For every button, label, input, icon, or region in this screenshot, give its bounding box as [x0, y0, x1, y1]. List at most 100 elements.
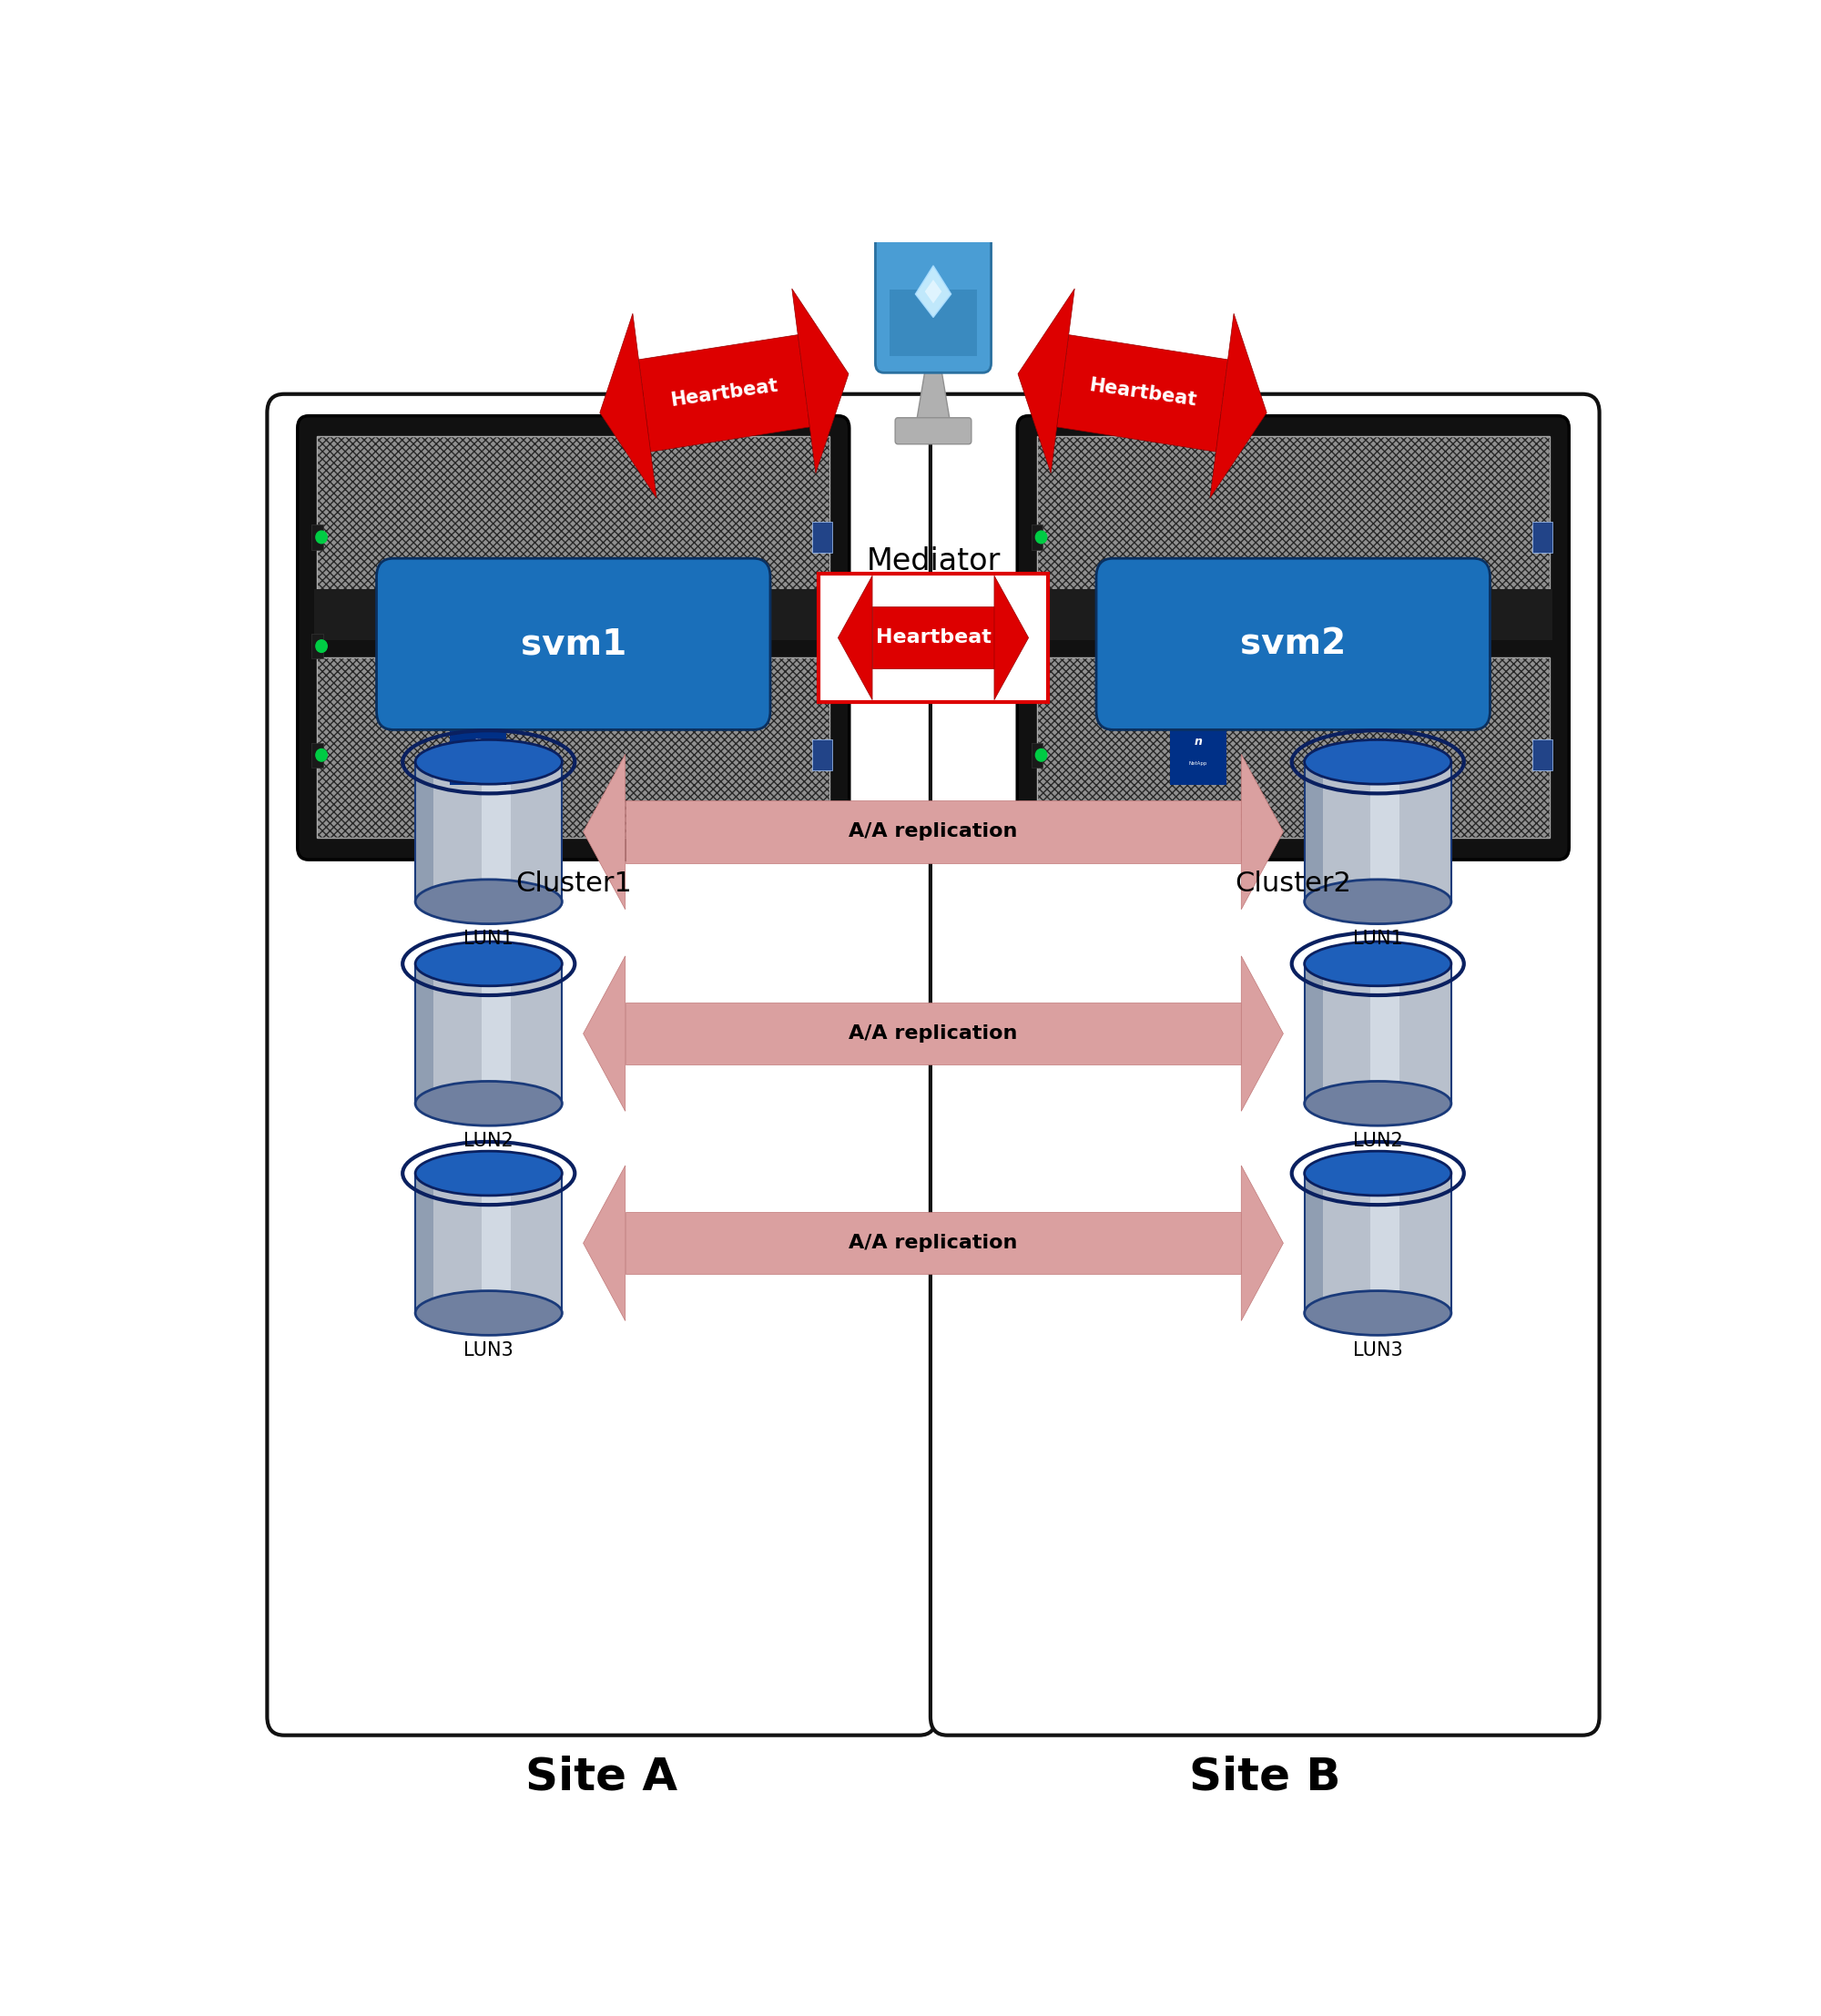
- Polygon shape: [916, 266, 951, 317]
- Ellipse shape: [1304, 1290, 1451, 1335]
- Circle shape: [1036, 748, 1047, 762]
- Bar: [1036, 437, 1550, 617]
- Polygon shape: [639, 335, 810, 452]
- Bar: [415, 1173, 433, 1312]
- Bar: [415, 762, 433, 901]
- Text: Cluster2: Cluster2: [1235, 871, 1351, 897]
- FancyBboxPatch shape: [931, 393, 1599, 1736]
- Bar: [1031, 742, 1043, 768]
- Bar: [415, 964, 563, 1103]
- Text: Cluster1: Cluster1: [515, 871, 632, 897]
- Bar: [311, 524, 322, 550]
- Circle shape: [315, 530, 328, 544]
- Text: LUN3: LUN3: [1353, 1341, 1402, 1359]
- FancyBboxPatch shape: [1096, 558, 1490, 730]
- Text: svm1: svm1: [521, 627, 626, 661]
- Ellipse shape: [1304, 941, 1451, 986]
- Bar: [311, 633, 322, 659]
- Polygon shape: [583, 956, 625, 1111]
- Bar: [1304, 762, 1322, 901]
- Text: NetApp: NetApp: [468, 627, 488, 633]
- Polygon shape: [625, 1002, 1242, 1064]
- Bar: [1304, 1173, 1451, 1312]
- Bar: [1031, 524, 1043, 550]
- FancyBboxPatch shape: [876, 206, 991, 373]
- Circle shape: [1036, 530, 1047, 544]
- Polygon shape: [625, 1212, 1242, 1274]
- Polygon shape: [994, 577, 1029, 700]
- Bar: [481, 762, 510, 901]
- Bar: [812, 522, 832, 552]
- Bar: [1036, 437, 1550, 617]
- Text: Site B: Site B: [1189, 1756, 1340, 1798]
- FancyBboxPatch shape: [450, 714, 506, 784]
- Bar: [315, 589, 832, 639]
- Bar: [415, 762, 563, 901]
- Ellipse shape: [1304, 1151, 1451, 1195]
- Text: A/A replication: A/A replication: [849, 1234, 1018, 1252]
- Text: Site A: Site A: [526, 1756, 677, 1798]
- FancyBboxPatch shape: [818, 573, 1049, 702]
- Polygon shape: [1209, 312, 1267, 498]
- Bar: [317, 657, 830, 839]
- Polygon shape: [792, 288, 849, 474]
- Polygon shape: [1056, 335, 1227, 452]
- Polygon shape: [872, 607, 994, 669]
- Text: NetApp: NetApp: [468, 762, 488, 766]
- Ellipse shape: [415, 1151, 563, 1195]
- Text: A/A replication: A/A replication: [849, 823, 1018, 841]
- Polygon shape: [625, 800, 1242, 863]
- Text: LUN3: LUN3: [464, 1341, 514, 1359]
- Bar: [1531, 522, 1551, 552]
- Ellipse shape: [415, 1290, 563, 1335]
- Bar: [1036, 657, 1550, 839]
- Ellipse shape: [1304, 879, 1451, 923]
- Bar: [1304, 964, 1451, 1103]
- Bar: [317, 437, 830, 617]
- Ellipse shape: [415, 879, 563, 923]
- Text: n: n: [473, 603, 483, 615]
- Text: LUN2: LUN2: [464, 1131, 514, 1149]
- Bar: [1371, 762, 1400, 901]
- FancyBboxPatch shape: [889, 290, 978, 357]
- Ellipse shape: [415, 740, 563, 784]
- Bar: [1031, 633, 1043, 659]
- Polygon shape: [838, 577, 872, 700]
- Text: Heartbeat: Heartbeat: [1087, 377, 1198, 409]
- Polygon shape: [583, 754, 625, 909]
- Bar: [1371, 1173, 1400, 1312]
- Circle shape: [315, 748, 328, 762]
- Polygon shape: [1242, 956, 1284, 1111]
- Text: NetApp: NetApp: [1189, 762, 1207, 766]
- FancyBboxPatch shape: [1169, 581, 1226, 651]
- Polygon shape: [1018, 288, 1074, 474]
- Bar: [317, 657, 830, 839]
- Text: Heartbeat: Heartbeat: [668, 377, 779, 409]
- Bar: [415, 1173, 563, 1312]
- Bar: [1304, 964, 1322, 1103]
- Text: Mediator: Mediator: [867, 546, 1000, 577]
- Text: LUN1: LUN1: [1353, 929, 1402, 948]
- Bar: [317, 657, 830, 839]
- Polygon shape: [916, 363, 951, 423]
- FancyBboxPatch shape: [377, 558, 770, 730]
- Polygon shape: [583, 1165, 625, 1320]
- Text: n: n: [1195, 603, 1202, 615]
- Text: svm2: svm2: [1240, 627, 1346, 661]
- Bar: [415, 964, 433, 1103]
- FancyBboxPatch shape: [297, 415, 849, 859]
- Bar: [317, 437, 830, 617]
- Bar: [317, 437, 830, 617]
- Bar: [1034, 589, 1551, 639]
- Ellipse shape: [415, 1081, 563, 1125]
- Bar: [812, 740, 832, 770]
- Bar: [1531, 740, 1551, 770]
- Bar: [1036, 657, 1550, 839]
- Text: n: n: [473, 736, 483, 748]
- Bar: [1304, 762, 1451, 901]
- FancyBboxPatch shape: [896, 417, 971, 444]
- Bar: [1036, 657, 1550, 839]
- Polygon shape: [1242, 754, 1284, 909]
- Polygon shape: [925, 280, 941, 302]
- FancyBboxPatch shape: [268, 393, 936, 1736]
